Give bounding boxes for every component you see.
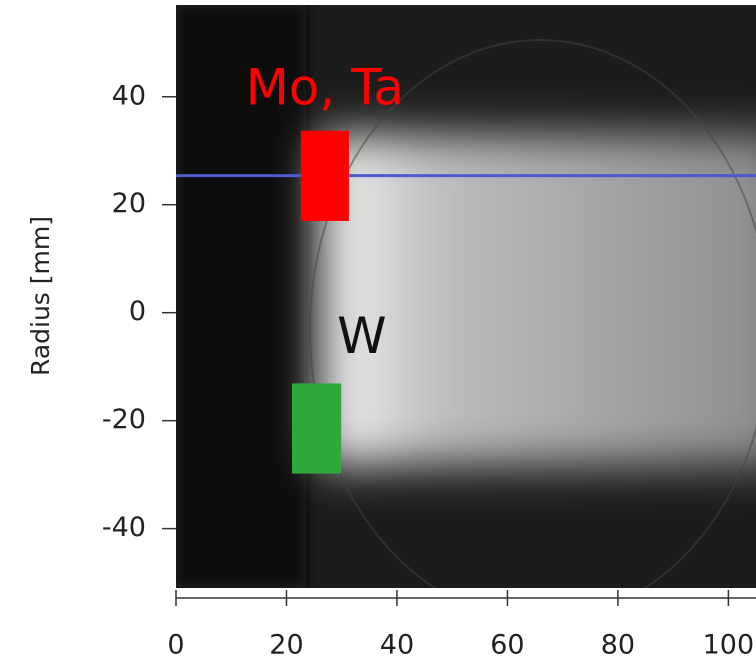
y-tick-label: 0: [129, 296, 146, 327]
x-tick-label: 60: [490, 630, 524, 661]
region: [301, 131, 349, 221]
x-tick-label: 20: [269, 630, 303, 661]
region-label: Mo, Ta: [246, 58, 404, 116]
x-tick-label: 0: [167, 630, 184, 661]
y-tick-label: -40: [102, 512, 146, 543]
x-tick-label: 100: [703, 630, 755, 661]
x-tick-label: 80: [601, 630, 635, 661]
y-axis-label: Radius [mm]: [26, 216, 55, 376]
y-tick-label: 40: [112, 80, 146, 111]
y-tick-label: 20: [112, 188, 146, 219]
region: [292, 383, 341, 473]
y-tick-label: -20: [102, 404, 146, 435]
bright-region: [320, 135, 756, 465]
chart: Radius [mm] Mo, Ta W 0 20 40 60 80 100 -40 -20 0 20…: [0, 0, 756, 666]
region-label: W: [337, 307, 386, 365]
x-tick-label: 40: [380, 630, 414, 661]
